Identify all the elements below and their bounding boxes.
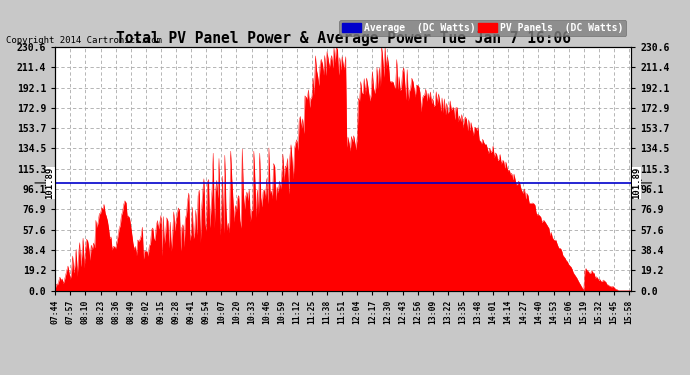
Text: 101.89: 101.89 <box>632 167 641 199</box>
Text: Copyright 2014 Cartronics.com: Copyright 2014 Cartronics.com <box>6 36 161 45</box>
Title: Total PV Panel Power & Average Power Tue Jan 7 16:06: Total PV Panel Power & Average Power Tue… <box>116 31 571 46</box>
Text: 101.89: 101.89 <box>46 167 55 199</box>
Legend: Average  (DC Watts), PV Panels  (DC Watts): Average (DC Watts), PV Panels (DC Watts) <box>339 20 627 36</box>
